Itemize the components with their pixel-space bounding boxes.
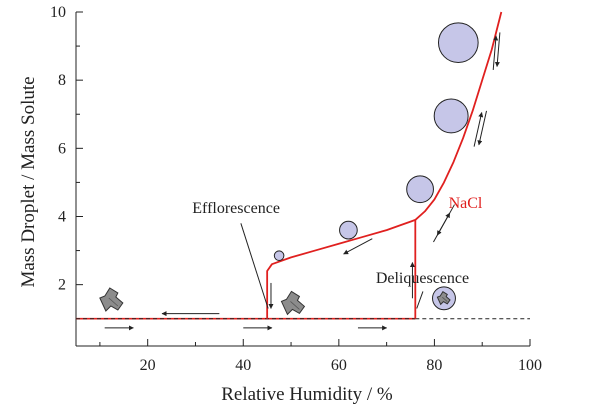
annotation-layer: Efflorescence Deliquescence NaCl [192,195,483,287]
y-tick-label: 10 [50,4,66,21]
axes: 20 40 60 80 100 2 4 6 8 10 [50,4,542,374]
annotation-pointer [416,291,424,309]
crystal-shape [99,287,124,312]
x-tick-label: 20 [140,357,156,374]
direction-arrow [473,112,484,147]
direction-arrow [477,110,487,146]
droplet-circle [273,250,285,261]
y-tick-label: 6 [58,140,66,157]
droplet-circle [433,98,469,134]
droplet-layer [273,22,479,311]
x-axis-label: Relative Humidity / % [221,384,393,405]
y-tick-label: 4 [58,208,66,225]
annotation-label: Efflorescence [192,200,280,217]
crystal-shape [280,290,306,316]
crystal-shape-facet [108,297,119,307]
x-tick-label: 100 [518,357,542,374]
arrow-layer [104,32,501,331]
x-tick-label: 60 [331,357,347,374]
droplet-circle [406,175,434,204]
crystal-shape-facet [290,301,300,310]
droplet-circle [339,220,358,240]
y-tick-label: 2 [58,277,66,294]
y-axis-label: Mass Droplet / Mass Solute [18,76,39,287]
droplet-circle [437,22,479,64]
series-line-nacl [266,11,503,319]
annotation-label: NaCl [449,195,483,212]
curve-layer [266,11,503,319]
annotation-pointer [240,223,269,309]
crystal-layer [99,287,451,316]
direction-arrow [494,32,501,68]
x-tick-label: 80 [426,357,442,374]
direction-arrow [492,35,499,70]
direction-arrow [343,238,373,255]
direction-arrow [436,204,455,236]
annotation-label: Deliquescence [376,270,469,287]
y-tick-label: 8 [58,72,66,89]
x-tick-label: 40 [235,357,251,374]
crystal-in-droplet-facet [442,296,448,302]
